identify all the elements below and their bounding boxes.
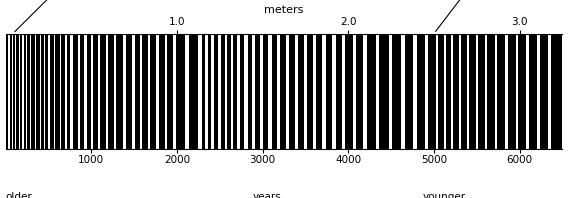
Bar	[237, 34, 240, 148]
Bar	[22, 34, 24, 148]
Bar	[114, 34, 116, 148]
Bar	[12, 34, 13, 148]
Bar	[53, 34, 55, 148]
Bar	[65, 34, 66, 148]
Bar	[516, 34, 519, 148]
Bar	[156, 34, 158, 148]
Bar	[451, 34, 453, 148]
Text: Laminated chert: Laminated chert	[15, 0, 124, 32]
Bar	[304, 34, 307, 148]
Bar	[244, 34, 248, 148]
Text: Nonlaminated shale: Nonlaminated shale	[434, 0, 538, 31]
Bar	[343, 34, 345, 148]
Bar	[211, 34, 214, 148]
Bar	[526, 34, 529, 148]
Bar	[35, 34, 36, 148]
Bar	[40, 34, 41, 148]
Bar	[506, 34, 508, 148]
Bar	[185, 34, 189, 148]
Bar	[286, 34, 289, 148]
Bar	[48, 34, 50, 148]
Bar	[106, 34, 108, 148]
Bar	[353, 34, 356, 148]
Bar	[140, 34, 142, 148]
Bar	[295, 34, 298, 148]
Bar	[231, 34, 233, 148]
Bar	[60, 34, 61, 148]
Bar	[165, 34, 167, 148]
X-axis label: meters: meters	[264, 5, 304, 14]
Bar	[277, 34, 280, 148]
Bar	[436, 34, 438, 148]
Bar	[322, 34, 325, 148]
Bar	[84, 34, 86, 148]
Bar	[205, 34, 208, 148]
Bar	[148, 34, 150, 148]
Bar	[98, 34, 101, 148]
Bar	[364, 34, 367, 148]
Bar	[537, 34, 540, 148]
Bar	[332, 34, 336, 148]
Bar	[218, 34, 221, 148]
Bar	[389, 34, 392, 148]
Bar	[376, 34, 379, 148]
Bar	[198, 34, 202, 148]
Bar	[475, 34, 478, 148]
Bar	[225, 34, 227, 148]
Bar	[252, 34, 255, 148]
Bar	[260, 34, 263, 148]
Bar	[425, 34, 428, 148]
Bar	[26, 34, 27, 148]
Bar	[495, 34, 498, 148]
Bar	[9, 34, 10, 148]
Text: younger: younger	[423, 192, 466, 198]
Bar	[30, 34, 31, 148]
Bar	[15, 34, 16, 148]
Bar	[44, 34, 45, 148]
Text: older: older	[6, 192, 32, 198]
Bar	[467, 34, 469, 148]
Bar	[70, 34, 73, 148]
Bar	[78, 34, 80, 148]
Text: years: years	[253, 192, 282, 198]
Bar	[19, 34, 20, 148]
Bar	[485, 34, 487, 148]
Bar	[313, 34, 316, 148]
Bar	[123, 34, 126, 148]
Bar	[459, 34, 461, 148]
Bar	[401, 34, 404, 148]
Bar	[549, 34, 551, 148]
Bar	[414, 34, 417, 148]
Bar	[269, 34, 272, 148]
Bar	[173, 34, 176, 148]
Bar	[91, 34, 93, 148]
Bar	[444, 34, 446, 148]
Bar	[132, 34, 135, 148]
